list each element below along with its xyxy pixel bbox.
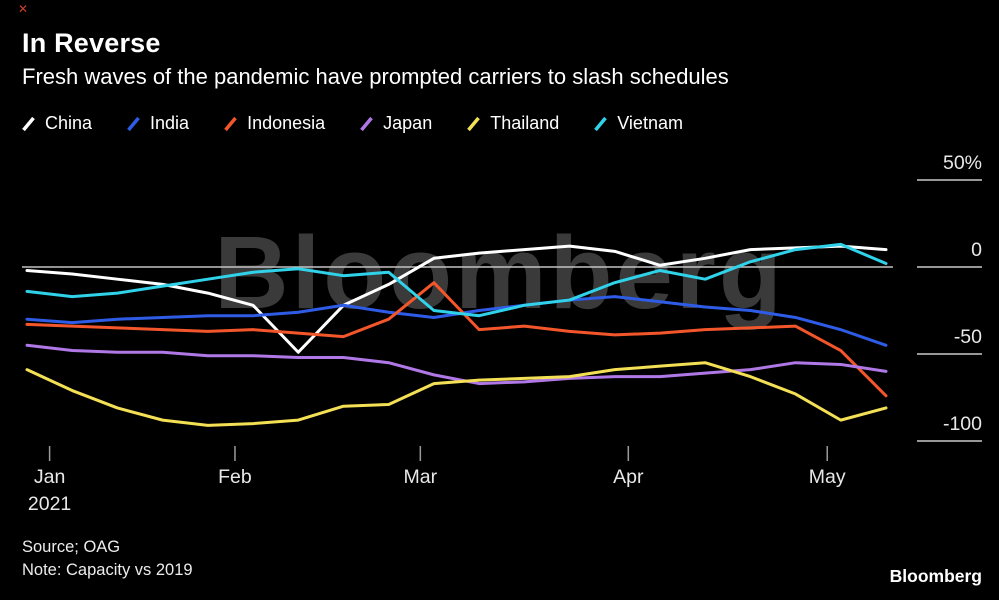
series-line-vietnam	[25, 242, 888, 318]
legend-label: India	[150, 113, 190, 133]
legend-item-china: China	[21, 113, 92, 134]
y-axis-label: 0	[971, 239, 982, 261]
bloomberg-logo: Bloomberg	[889, 566, 982, 586]
note-line: Note: Capacity vs 2019	[22, 561, 193, 579]
x-axis-year-label: 2021	[27, 493, 72, 515]
legend-item-vietnam: Vietnam	[593, 113, 683, 134]
series-line-indonesia	[25, 281, 888, 398]
legend-item-indonesia: Indonesia	[223, 113, 325, 134]
source-note: Source; OAG Note: Capacity vs 2019	[22, 536, 193, 582]
x-axis-label: Apr	[613, 466, 644, 488]
legend-swatch-icon	[594, 116, 608, 131]
series-line-china	[25, 244, 888, 354]
series-line-india	[25, 295, 888, 347]
y-axis-label: -50	[953, 326, 982, 348]
y-axis-label: -100	[942, 413, 982, 435]
legend-swatch-icon	[467, 116, 481, 131]
legend: China India Indonesia Japan Thailand Vietnam	[21, 113, 683, 134]
legend-label: Thailand	[490, 113, 560, 133]
y-axis-label: 50%	[942, 152, 982, 174]
x-axis-label: Feb	[218, 466, 252, 488]
x-axis-label: Jan	[33, 466, 66, 488]
legend-item-thailand: Thailand	[466, 113, 559, 134]
legend-swatch-icon	[224, 116, 237, 131]
series-line-thailand	[25, 361, 888, 427]
close-icon[interactable]: ✕	[18, 2, 29, 16]
legend-item-japan: Japan	[359, 113, 432, 134]
legend-item-india: India	[126, 113, 189, 134]
series-line-japan	[25, 343, 888, 386]
legend-label: Vietnam	[617, 113, 683, 133]
page-title: In Reverse	[22, 28, 161, 58]
legend-swatch-icon	[360, 116, 374, 131]
source-line: Source; OAG	[22, 538, 121, 556]
legend-label: Japan	[383, 113, 433, 133]
page-subtitle: Fresh waves of the pandemic have prompte…	[22, 64, 729, 89]
x-axis-label: Mar	[403, 466, 438, 488]
legend-swatch-icon	[127, 116, 140, 131]
legend-swatch-icon	[22, 116, 35, 131]
legend-label: Indonesia	[247, 113, 326, 133]
x-axis-label: May	[808, 466, 846, 488]
legend-label: China	[45, 113, 93, 133]
